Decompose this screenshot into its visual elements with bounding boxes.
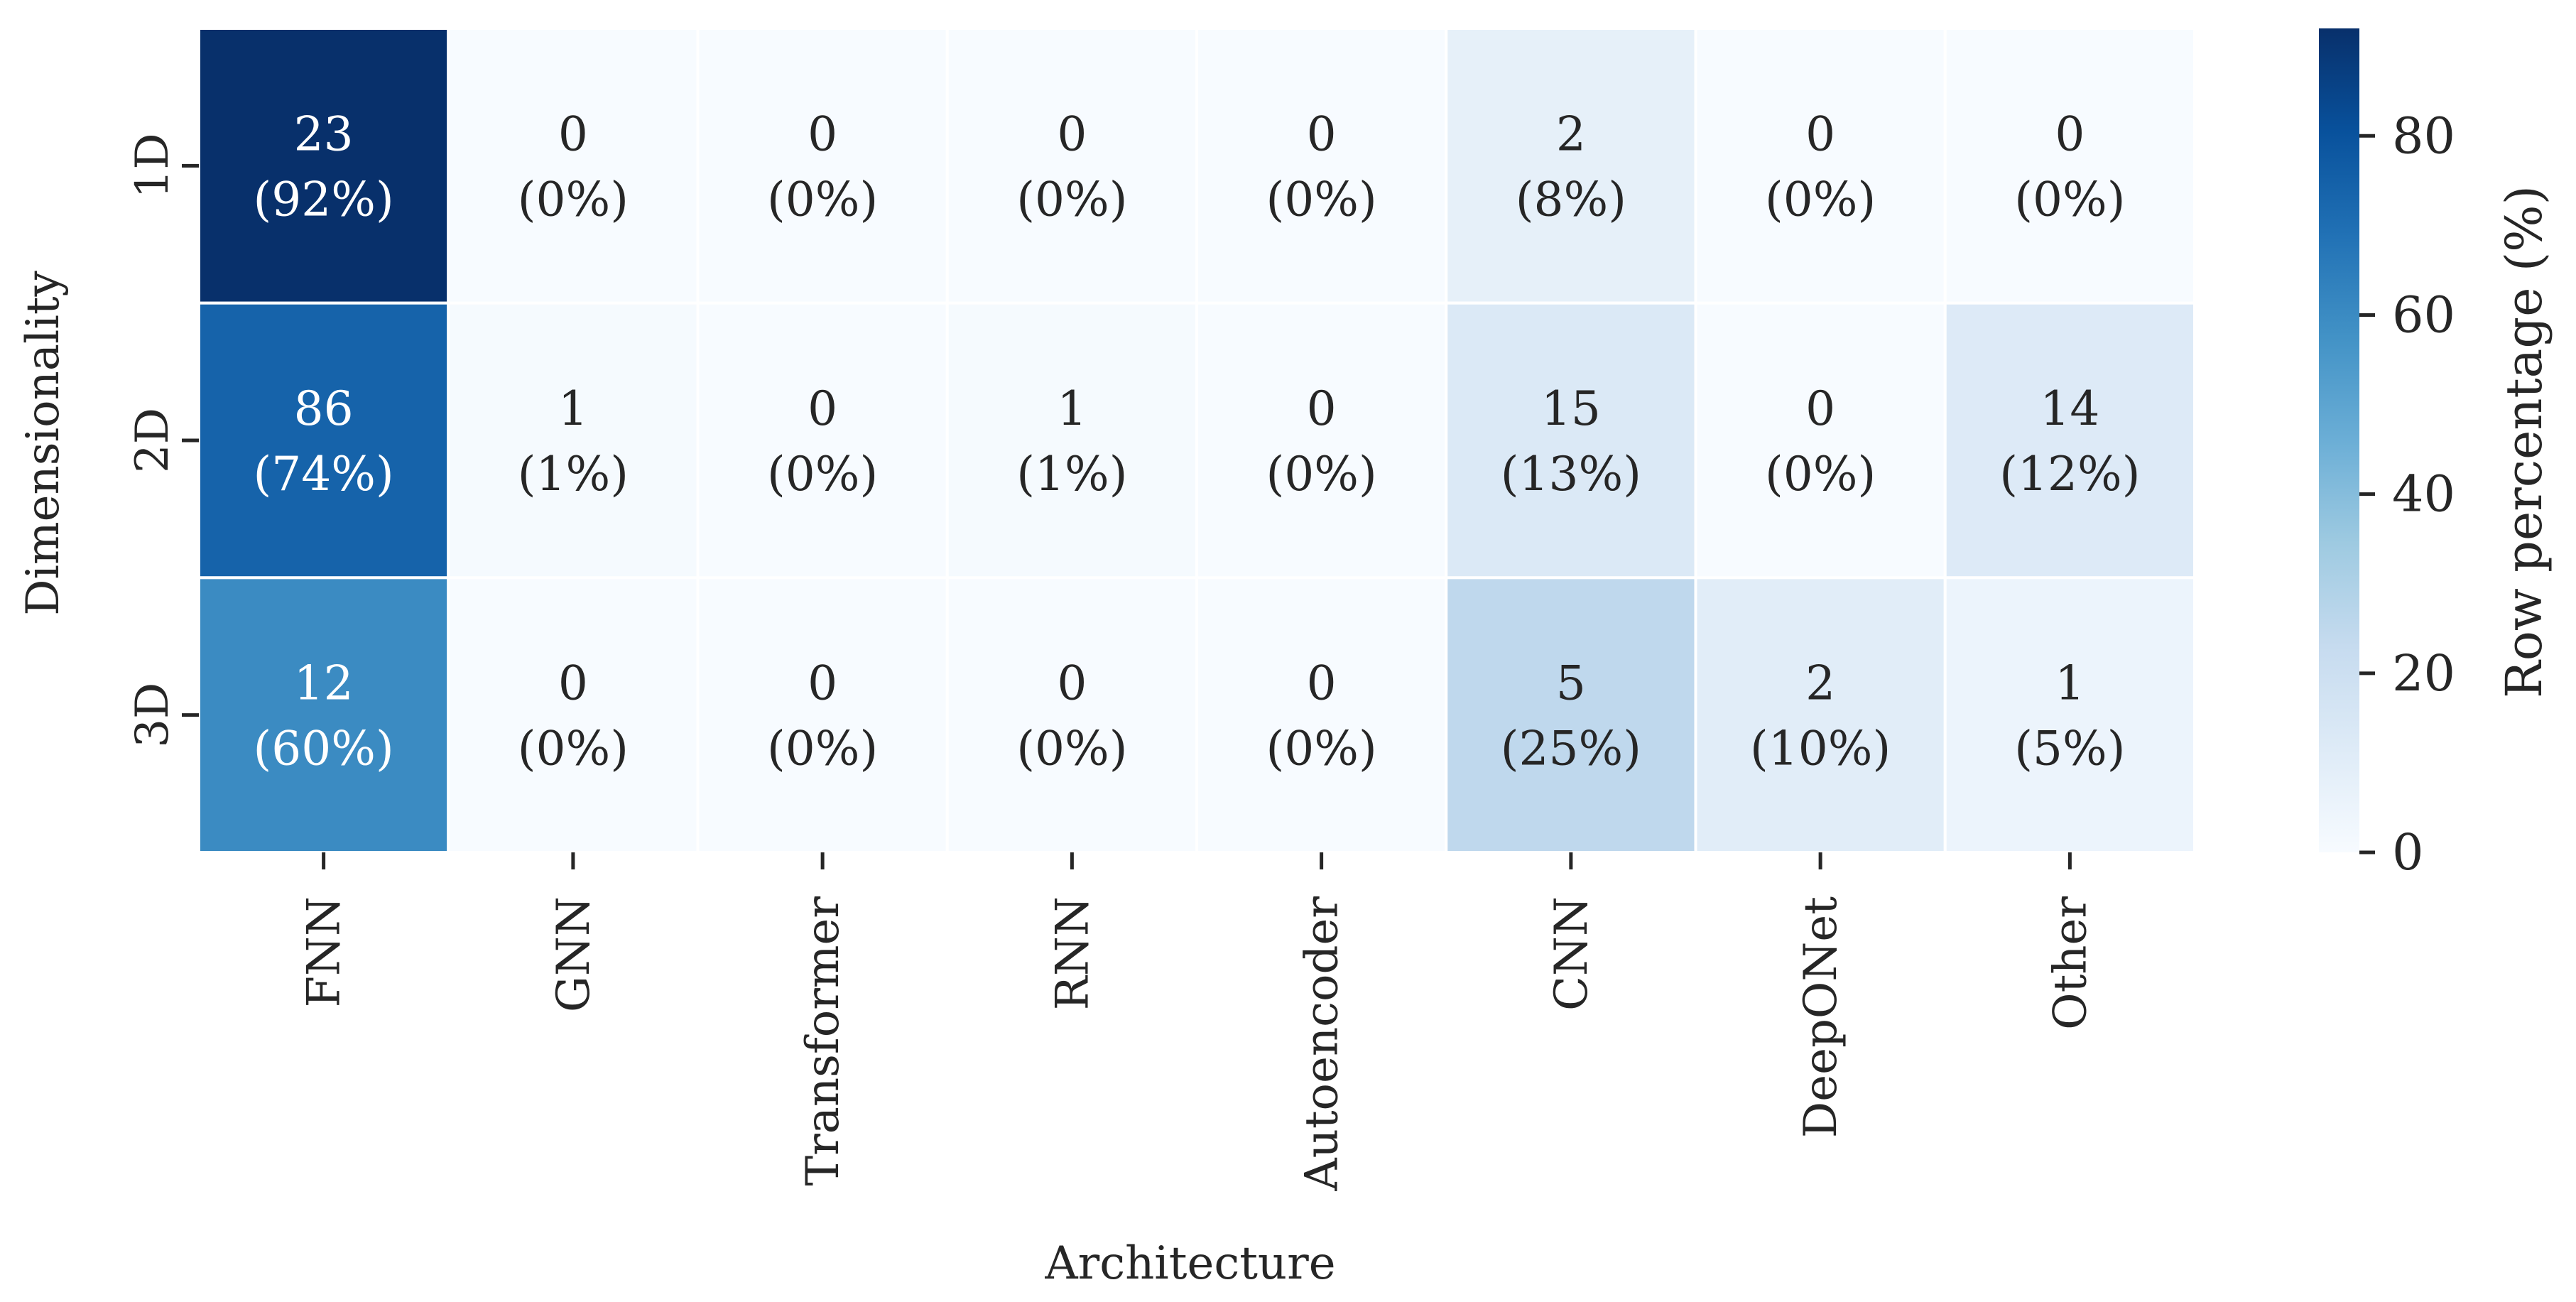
y-axis: 1D 2D 3D [126,133,199,748]
heatmap-cell [945,301,1198,580]
y-tick-label: 1D [126,133,179,198]
cell-percent-label: (0%) [2014,172,2125,227]
cell-percent-label: (12%) [1999,447,2140,501]
colorbar: 0 20 40 60 80 [2319,28,2455,881]
cell-percent-label: (0%) [518,722,629,776]
colorbar-tick-label: 80 [2392,107,2455,165]
cell-count-label: 12 [294,656,354,711]
heatmap-cell [1195,576,1448,854]
colorbar-gradient [2319,28,2359,852]
heatmap-cell [1694,576,1947,854]
cell-percent-label: (1%) [518,447,629,501]
heatmap-cell [197,576,450,854]
cell-percent-label: (0%) [767,172,878,227]
cell-count-label: 0 [808,381,837,436]
cell-count-label: 1 [558,381,588,436]
cell-count-label: 0 [1057,656,1087,711]
colorbar-tick-label: 40 [2392,465,2455,523]
cell-percent-label: (0%) [518,172,629,227]
heatmap-cell [696,301,949,580]
heatmap-cell [1445,27,1697,305]
heatmap-cell [945,27,1198,305]
cell-count-label: 0 [1805,381,1835,436]
heatmap-cell [696,576,949,854]
cell-percent-label: (0%) [1266,172,1377,227]
heatmap-cell [1445,301,1697,580]
cell-count-label: 0 [1307,107,1337,161]
cell-percent-label: (8%) [1516,172,1626,227]
cell-count-label: 15 [1541,381,1601,436]
heatmap-cell [1943,27,2196,305]
cell-count-label: 0 [558,107,588,161]
heatmap-cell [447,576,700,854]
cell-count-label: 0 [808,656,837,711]
x-tick-label: RNN [1046,896,1099,1010]
cell-count-label: 0 [1057,107,1087,161]
y-tick-label: 3D [126,683,179,748]
cell-count-label: 86 [294,381,354,436]
cell-count-label: 23 [294,107,354,161]
cell-count-label: 2 [1556,107,1586,161]
cell-percent-label: (5%) [2014,722,2125,776]
cell-count-label: 0 [2055,107,2085,161]
heatmap-cells [197,27,2196,854]
cell-percent-label: (0%) [1765,172,1876,227]
heatmap-cell [1195,27,1448,305]
cell-percent-label: (10%) [1750,722,1891,776]
cell-count-label: 0 [558,656,588,711]
heatmap-cell [945,576,1198,854]
cell-percent-label: (1%) [1016,447,1127,501]
cell-percent-label: (0%) [767,447,878,501]
x-axis-title: Architecture [1044,1237,1335,1290]
heatmap-cell [1445,576,1697,854]
cell-percent-label: (25%) [1501,722,1641,776]
cell-percent-label: (60%) [254,722,394,776]
heatmap-cell [1694,301,1947,580]
heatmap-cell-labels: 23 (92%) 0 (0%) 0 (0%) 0 (0%) 0 (0%) 2 (8%) 0 (0%) 0 (0… [254,107,2141,776]
colorbar-tick-label: 20 [2392,644,2455,702]
cell-count-label: 5 [1556,656,1586,711]
cell-count-label: 1 [2055,656,2085,711]
cell-percent-label: (74%) [254,447,394,501]
cell-count-label: 0 [1307,656,1337,711]
y-tick-label: 2D [126,408,179,473]
heatmap-cell [1195,301,1448,580]
heatmap-cell [197,301,450,580]
cell-percent-label: (0%) [1016,172,1127,227]
y-axis-title: Dimensionality [17,271,70,616]
colorbar-title: Row percentage (%) [2495,185,2553,698]
heatmap-cell [447,27,700,305]
heatmap-cell [197,27,450,305]
cell-count-label: 0 [1805,107,1835,161]
heatmap-cell [1943,576,2196,854]
x-tick-label: Transformer [797,896,849,1186]
x-tick-label: GNN [548,896,600,1012]
cell-count-label: 0 [1307,381,1337,436]
cell-count-label: 1 [1057,381,1087,436]
cell-count-label: 0 [808,107,837,161]
colorbar-tick-label: 60 [2392,286,2455,344]
x-tick-label: Other [2044,896,2097,1030]
cell-percent-label: (92%) [254,172,394,227]
colorbar-tick-label: 0 [2392,823,2424,881]
heatmap-cell [1694,27,1947,305]
cell-percent-label: (0%) [1266,447,1377,501]
cell-percent-label: (0%) [1266,722,1377,776]
cell-percent-label: (0%) [767,722,878,776]
x-tick-label: CNN [1545,896,1598,1011]
heatmap-cell [1943,301,2196,580]
cell-count-label: 14 [2040,381,2099,436]
heatmap-cell [447,301,700,580]
cell-percent-label: (0%) [1765,447,1876,501]
x-tick-label: Autoencoder [1296,896,1349,1192]
cell-percent-label: (0%) [1016,722,1127,776]
cell-percent-label: (13%) [1501,447,1641,501]
x-axis: FNN GNN Transformer RNN Autoencoder CNN DeepON… [298,852,2097,1192]
x-tick-label: DeepONet [1795,896,1847,1138]
x-tick-label: FNN [298,896,351,1007]
heatmap-cell [696,27,949,305]
cell-count-label: 2 [1805,656,1835,711]
